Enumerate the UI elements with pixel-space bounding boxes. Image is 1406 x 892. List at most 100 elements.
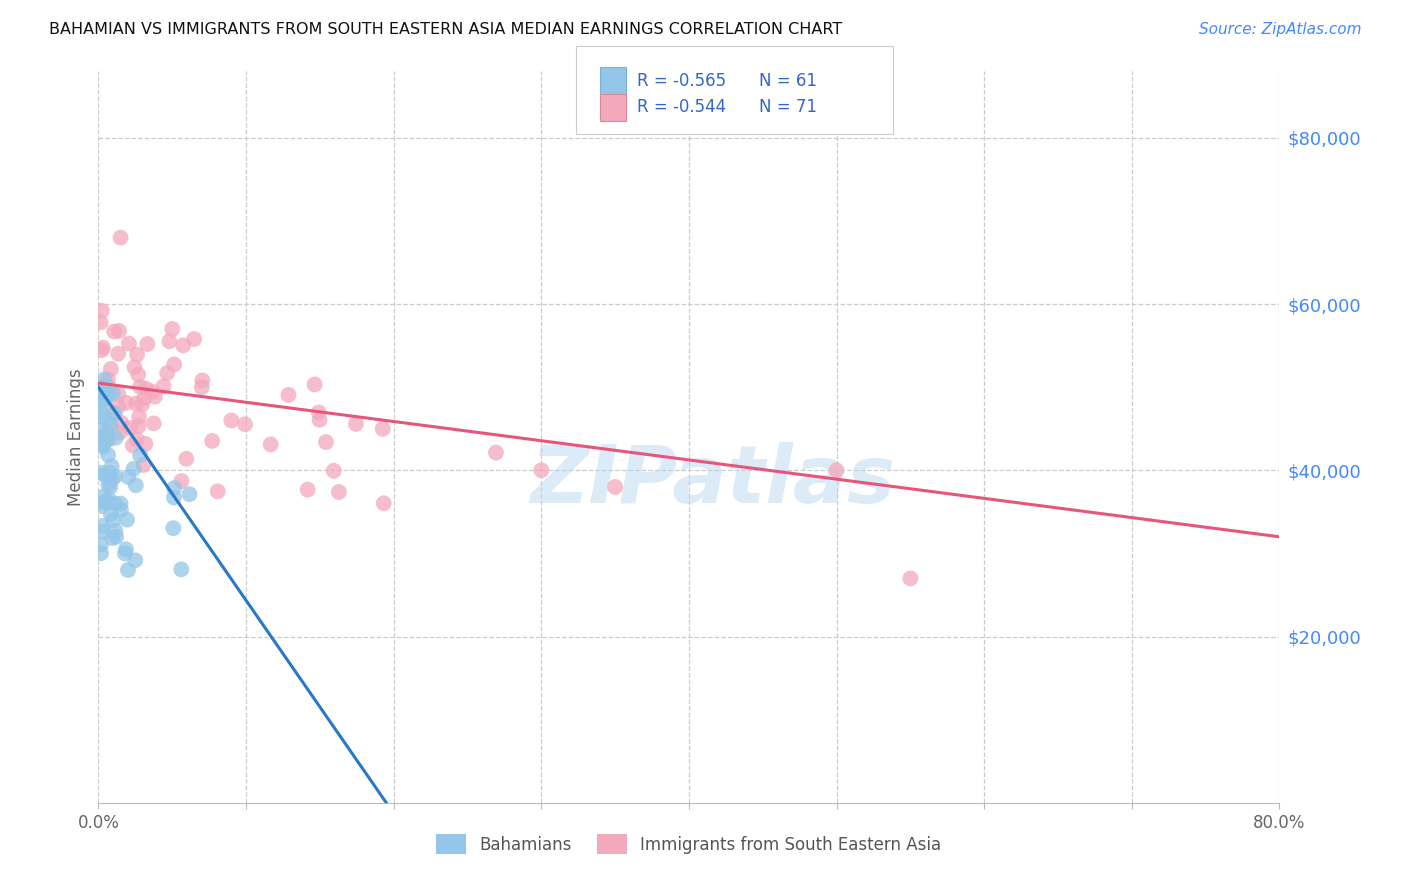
Point — [304, 377, 326, 392]
Point — [104, 407, 127, 421]
Point — [90, 538, 112, 552]
Point — [93, 372, 115, 386]
Point — [93, 489, 115, 503]
Point — [91, 341, 114, 355]
Point — [90, 546, 112, 560]
Point — [156, 366, 179, 380]
Point — [170, 562, 193, 576]
Point — [172, 338, 194, 352]
Point — [100, 417, 122, 432]
Point — [110, 497, 132, 511]
Point — [117, 563, 139, 577]
Point — [163, 358, 186, 372]
Point — [98, 466, 121, 480]
Point — [97, 387, 120, 401]
Point — [127, 368, 149, 382]
Point — [121, 438, 143, 452]
Point — [143, 390, 166, 404]
Point — [90, 466, 112, 480]
Point — [91, 379, 114, 393]
Point — [157, 334, 180, 349]
Point — [191, 380, 214, 394]
Point — [152, 379, 174, 393]
Point — [201, 434, 224, 448]
Point — [100, 362, 122, 376]
Point — [183, 332, 205, 346]
Point — [101, 472, 124, 486]
Point — [101, 405, 124, 419]
Point — [344, 417, 367, 431]
Point — [90, 303, 112, 318]
Point — [94, 389, 117, 403]
Point — [371, 422, 394, 436]
Point — [108, 425, 131, 440]
Point — [94, 392, 117, 406]
Point — [170, 474, 193, 488]
Point — [90, 499, 112, 513]
Point — [120, 421, 142, 435]
Point — [825, 463, 848, 477]
Point — [97, 492, 120, 507]
Point — [90, 431, 112, 445]
Point — [96, 425, 118, 440]
Text: BAHAMIAN VS IMMIGRANTS FROM SOUTH EASTERN ASIA MEDIAN EARNINGS CORRELATION CHART: BAHAMIAN VS IMMIGRANTS FROM SOUTH EASTER… — [49, 22, 842, 37]
Point — [110, 416, 132, 430]
Point — [125, 396, 148, 410]
Point — [105, 530, 128, 544]
Point — [530, 463, 553, 477]
Point — [124, 553, 146, 567]
Point — [91, 395, 114, 409]
Point — [90, 405, 112, 419]
Point — [96, 495, 118, 509]
Point — [221, 413, 243, 427]
Point — [142, 384, 165, 399]
Point — [91, 381, 114, 395]
Point — [115, 396, 138, 410]
Point — [91, 519, 114, 533]
Point — [110, 502, 132, 516]
Text: N = 71: N = 71 — [759, 98, 817, 116]
Point — [97, 477, 120, 491]
Point — [104, 431, 127, 445]
Point — [101, 386, 124, 401]
Y-axis label: Median Earnings: Median Earnings — [67, 368, 86, 506]
Point — [115, 542, 138, 557]
Text: Source: ZipAtlas.com: Source: ZipAtlas.com — [1198, 22, 1361, 37]
Point — [115, 513, 138, 527]
Point — [134, 437, 156, 451]
Point — [97, 433, 120, 447]
Point — [605, 480, 627, 494]
Point — [322, 464, 344, 478]
Point — [98, 480, 121, 494]
Point — [107, 386, 129, 401]
Point — [233, 417, 256, 432]
Point — [162, 521, 184, 535]
Point — [93, 467, 115, 482]
Point — [97, 380, 120, 394]
Point — [122, 461, 145, 475]
Legend: Bahamians, Immigrants from South Eastern Asia: Bahamians, Immigrants from South Eastern… — [430, 828, 948, 860]
Point — [277, 388, 299, 402]
Point — [128, 409, 150, 424]
Point — [132, 458, 155, 472]
Text: ZIPatlas: ZIPatlas — [530, 442, 896, 520]
Point — [125, 348, 148, 362]
Point — [163, 491, 186, 505]
Point — [108, 324, 131, 338]
Point — [174, 451, 197, 466]
Point — [118, 336, 141, 351]
Point — [373, 496, 395, 510]
Point — [100, 508, 122, 522]
Point — [104, 524, 127, 538]
Point — [97, 372, 120, 386]
Point — [134, 391, 156, 405]
Point — [308, 405, 330, 419]
Point — [96, 428, 118, 442]
Point — [900, 571, 922, 585]
Point — [297, 483, 319, 497]
Point — [163, 481, 186, 495]
Point — [207, 484, 229, 499]
Point — [91, 409, 114, 424]
Point — [191, 373, 214, 387]
Point — [93, 495, 115, 509]
